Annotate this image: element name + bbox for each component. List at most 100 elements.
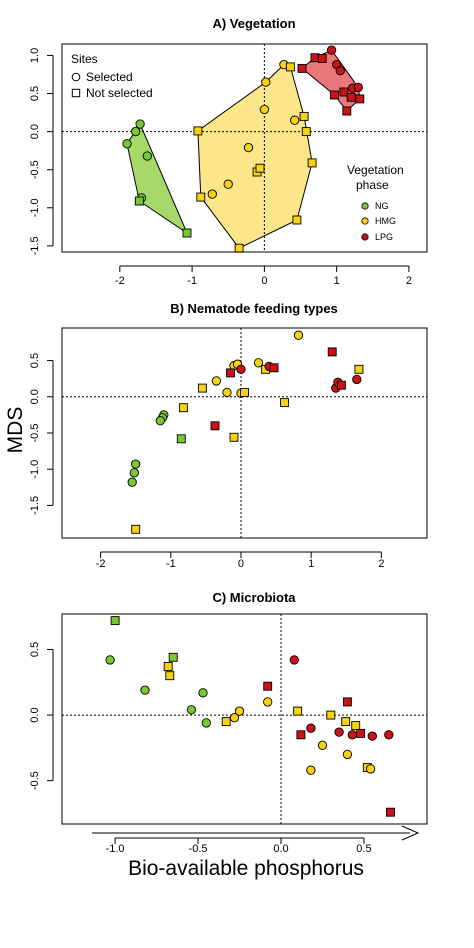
y-tick-label: -1.5 [29,236,41,255]
panel-c-frame [61,613,428,825]
point-ng-square [182,228,192,238]
point-ng-circle [127,477,137,487]
y-tick-label: 1.0 [29,48,41,63]
point-hmg-circle [261,77,271,87]
point-hmg-square [292,215,302,225]
point-ng-circle [201,718,211,728]
point-hmg-circle [222,387,232,398]
y-tick-label: 0.0 [29,124,41,139]
point-lpg-square [269,363,279,373]
point-hmg-square [285,62,295,72]
panel-c-title: C) Microbiota [212,590,296,605]
point-lpg-circle [335,66,345,76]
point-ng-circle [186,705,197,715]
point-hmg-square [196,192,206,202]
point-ng-square [168,652,178,662]
point-hmg-square [307,158,317,168]
panel-a-reference-lines [62,44,427,252]
x-tick-label: 2 [378,558,384,570]
point-lpg-square [297,63,307,73]
point-lpg-square [386,807,395,817]
point-hmg-circle [229,713,240,723]
sites-legend: Sites Selected Not selected [71,52,153,100]
phase-legend-hmg-symbol [361,217,369,225]
y-tick-label: -1.5 [29,496,41,515]
panel-c-axes: -1.0 -0.5 0.0 0.5 -0.5 0.0 0.5 [29,642,372,855]
point-hmg-circle [259,104,270,115]
x-tick-label: 0 [238,558,244,570]
panel-a-frame [61,43,428,253]
y-tick-label: 0.5 [29,86,41,101]
phase-legend-ng-symbol [361,202,369,210]
point-lpg-square [210,421,220,431]
panel-b-points [127,330,364,534]
point-hmg-square [351,721,361,731]
point-lpg-square [356,728,366,738]
panel-a: A) Vegetation -2 -1 0 1 2 -1.5 -1.0 -0.5 0.0 0.5 1… [29,16,428,287]
point-lpg-circle [236,364,246,374]
point-lpg-square [339,87,349,97]
point-hmg-square [234,243,244,253]
point-lpg-circle [306,723,316,733]
x-tick-label: 0 [261,275,267,287]
point-lpg-circle [347,730,357,740]
x-tick-label: 2 [406,275,412,287]
x-tick-label: -1 [187,275,197,287]
hull-hmg [197,64,313,249]
sites-legend-square-symbol [71,88,81,98]
phase-legend-title-line2: phase [356,178,389,192]
x-axis-label: Bio-available phosphorus [128,857,364,880]
point-lpg-circle [384,730,394,740]
y-tick-label: 0.5 [29,642,41,657]
point-ng-circle [140,685,150,695]
point-lpg-square [342,697,352,707]
point-hmg-square [255,163,265,173]
point-lpg-square [317,54,327,63]
point-ng-square [110,616,120,626]
y-axis-label: MDS [4,407,27,454]
y-tick-label: 0.0 [29,389,41,404]
point-hmg-circle [243,142,254,153]
panel-b-frame [61,327,428,539]
point-ng-square [134,196,144,206]
y-tick-label: -1.0 [29,198,41,217]
point-lpg-square [342,106,352,116]
phase-legend-item-hmg: HMG [375,216,396,226]
point-hmg-circle [207,189,217,199]
x-tick-label: 1 [334,275,340,287]
point-lpg-circle [289,655,299,665]
x-tick-label: 0.0 [273,843,288,855]
point-hmg-square [163,662,173,671]
point-hmg-square [280,398,289,408]
x-tick-label: -1 [166,558,176,570]
x-axis-arrow-head [401,825,420,841]
y-tick-label: -0.5 [29,160,41,179]
panel-b-axes: -2 -1 0 1 2 -1.5 -1.0 -0.5 0.0 0.5 [29,353,384,570]
point-hmg-square [131,524,141,534]
point-hmg-square [165,671,175,681]
x-tick-label: 0.5 [356,843,371,855]
point-ng-circle [129,468,139,478]
point-hmg-circle [223,179,233,189]
point-ng-square [176,434,186,444]
point-hmg-square [293,706,303,716]
point-hmg-square [178,403,188,413]
panel-c-points [105,616,395,817]
point-hmg-circle [317,740,328,750]
point-ng-circle [131,126,141,137]
x-tick-label: -2 [96,558,106,570]
point-hmg-circle [293,330,304,340]
panel-a-title: A) Vegetation [212,16,295,31]
panel-c-reference-lines [62,614,427,824]
point-hmg-square [240,387,249,397]
point-hmg-square [197,383,207,393]
point-lpg-square [263,681,273,691]
point-hmg-square [221,717,231,727]
point-lpg-square [355,94,365,104]
point-lpg-circle [367,731,377,741]
sites-legend-item-selected: Selected [86,70,133,84]
y-tick-label: -0.5 [29,424,41,443]
point-hmg-square [299,111,309,121]
point-ng-circle [135,119,145,129]
